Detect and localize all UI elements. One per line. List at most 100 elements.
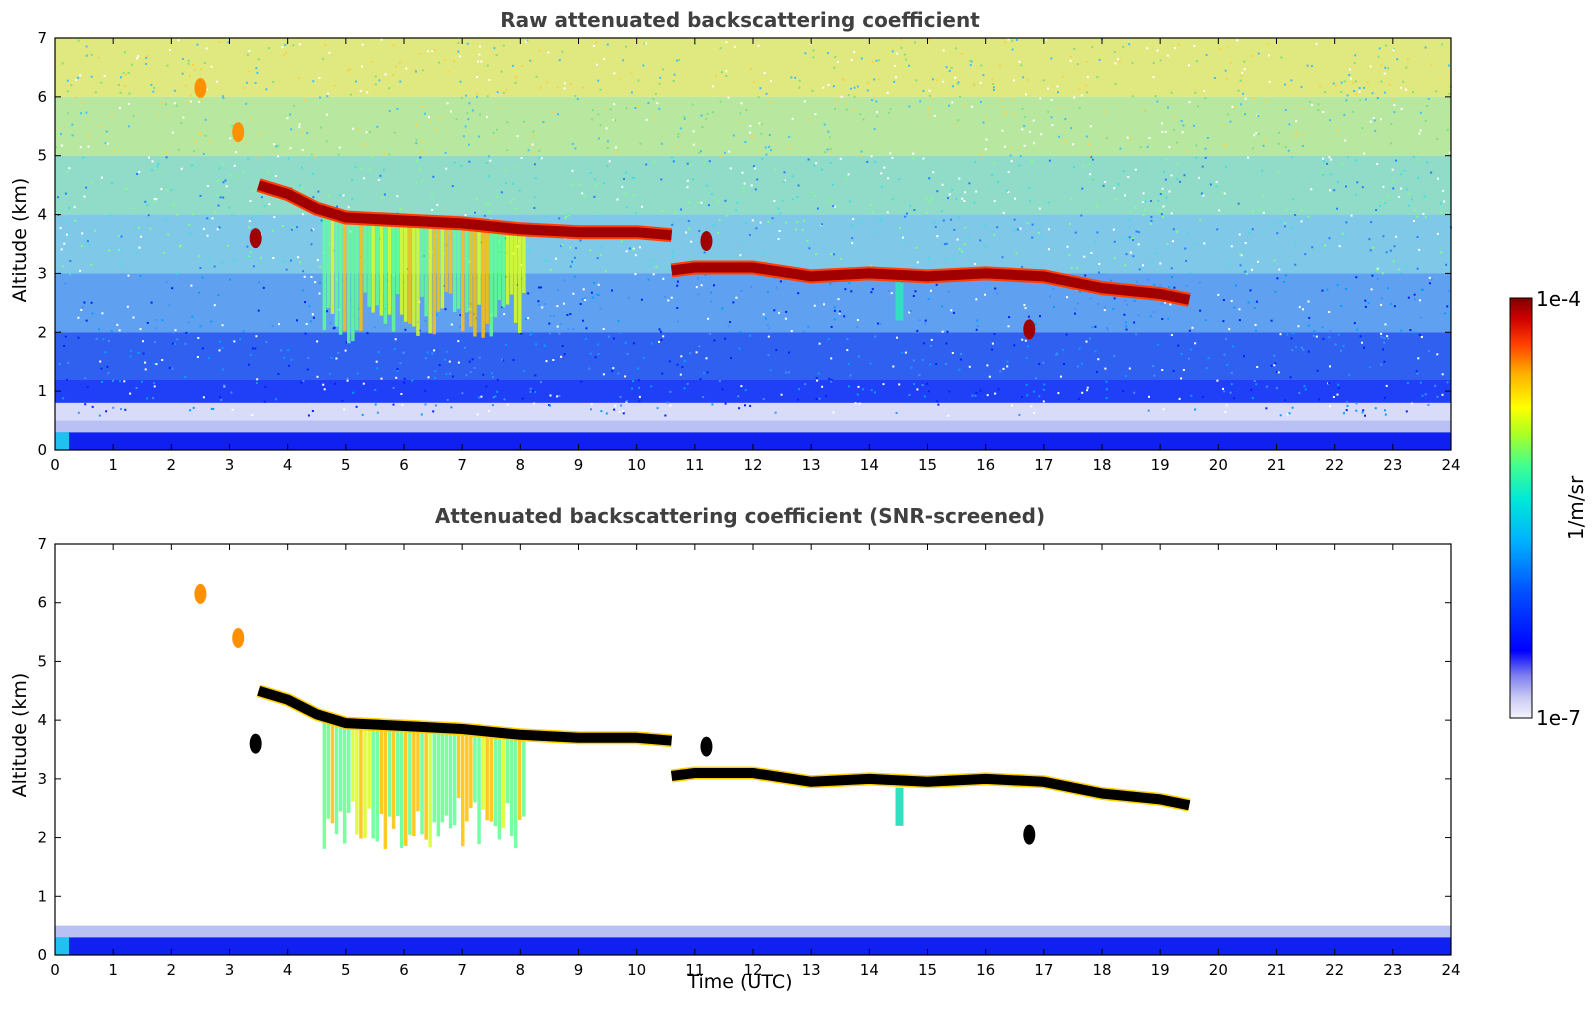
noise-speckle	[524, 317, 527, 320]
noise-speckle	[181, 72, 184, 75]
noise-speckle	[889, 152, 892, 155]
noise-speckle	[942, 219, 945, 222]
noise-speckle	[773, 277, 776, 280]
noise-speckle	[106, 365, 109, 368]
noise-speckle	[227, 206, 230, 209]
noise-speckle	[871, 211, 874, 214]
noise-speckle	[1418, 132, 1421, 135]
noise-speckle	[1039, 97, 1042, 100]
noise-speckle	[569, 83, 572, 85]
noise-speckle	[1387, 337, 1390, 340]
noise-speckle	[502, 44, 505, 47]
noise-speckle	[1074, 231, 1077, 234]
noise-speckle	[149, 227, 152, 230]
noise-speckle	[1280, 56, 1283, 59]
noise-speckle	[971, 394, 974, 397]
x-tick-label: 9	[574, 961, 584, 979]
noise-speckle	[1203, 242, 1206, 245]
noise-speckle	[298, 43, 301, 46]
noise-speckle	[59, 227, 62, 230]
noise-speckle	[768, 327, 771, 330]
noise-speckle	[434, 404, 437, 407]
noise-speckle	[207, 357, 210, 360]
noise-speckle	[1112, 228, 1115, 231]
noise-speckle	[1173, 115, 1176, 118]
noise-speckle	[1135, 230, 1138, 233]
noise-speckle	[773, 309, 776, 312]
noise-speckle	[221, 95, 224, 98]
noise-speckle	[951, 101, 954, 104]
noise-speckle	[1391, 168, 1394, 171]
noise-speckle	[823, 123, 826, 126]
noise-speckle	[1144, 200, 1147, 203]
noise-speckle	[1311, 104, 1313, 107]
noise-speckle	[374, 83, 377, 86]
noise-speckle	[494, 138, 497, 141]
virga-streak	[489, 232, 493, 337]
noise-speckle	[1122, 170, 1125, 173]
noise-speckle	[1340, 81, 1343, 84]
noise-speckle	[1167, 317, 1170, 320]
noise-speckle	[1355, 402, 1358, 405]
noise-speckle	[1338, 245, 1341, 248]
noise-speckle	[549, 404, 551, 407]
noise-speckle	[128, 92, 131, 95]
noise-speckle	[94, 91, 97, 94]
noise-speckle	[1346, 94, 1349, 97]
noise-speckle	[1419, 129, 1422, 132]
cloud-patch	[1023, 824, 1036, 845]
noise-speckle	[1235, 284, 1237, 287]
noise-speckle	[844, 288, 847, 291]
noise-speckle	[1072, 166, 1075, 169]
noise-speckle	[320, 126, 322, 129]
noise-speckle	[1126, 136, 1129, 139]
noise-speckle	[1441, 373, 1444, 376]
noise-speckle	[436, 203, 439, 206]
noise-speckle	[1384, 66, 1387, 69]
noise-speckle	[291, 227, 294, 230]
noise-speckle	[329, 322, 332, 325]
noise-speckle	[602, 182, 605, 185]
noise-speckle	[1347, 156, 1350, 158]
noise-speckle	[515, 76, 518, 79]
noise-speckle	[671, 223, 674, 226]
noise-speckle	[870, 155, 873, 158]
noise-speckle	[928, 257, 931, 260]
noise-speckle	[1374, 271, 1377, 274]
noise-speckle	[455, 118, 458, 121]
noise-speckle	[239, 338, 242, 341]
noise-speckle	[918, 374, 921, 376]
noise-speckle	[984, 293, 986, 296]
virga-streak	[509, 739, 514, 836]
noise-speckle	[399, 362, 402, 365]
noise-speckle	[631, 387, 634, 390]
noise-speckle	[277, 155, 280, 158]
noise-speckle	[1257, 133, 1260, 135]
noise-speckle	[980, 64, 983, 67]
noise-speckle	[725, 70, 728, 73]
noise-speckle	[769, 369, 772, 372]
noise-speckle	[102, 338, 105, 341]
y-tick-label: 5	[37, 147, 47, 165]
noise-speckle	[727, 96, 730, 99]
noise-speckle	[278, 323, 280, 326]
noise-speckle	[621, 185, 624, 188]
noise-speckle	[483, 214, 486, 217]
noise-speckle	[530, 60, 533, 63]
noise-speckle	[184, 376, 187, 378]
noise-speckle	[700, 284, 703, 287]
noise-speckle	[1294, 244, 1297, 247]
noise-speckle	[913, 383, 916, 385]
noise-speckle	[599, 307, 602, 310]
noise-speckle	[1053, 306, 1055, 309]
noise-speckle	[1229, 391, 1232, 394]
noise-speckle	[829, 282, 832, 285]
noise-speckle	[969, 64, 972, 67]
noise-speckle	[916, 261, 919, 264]
x-tick-label: 21	[1267, 961, 1286, 979]
noise-speckle	[807, 158, 810, 161]
noise-speckle	[580, 380, 583, 383]
noise-speckle	[449, 372, 452, 375]
noise-speckle	[90, 301, 93, 304]
noise-speckle	[496, 195, 499, 198]
